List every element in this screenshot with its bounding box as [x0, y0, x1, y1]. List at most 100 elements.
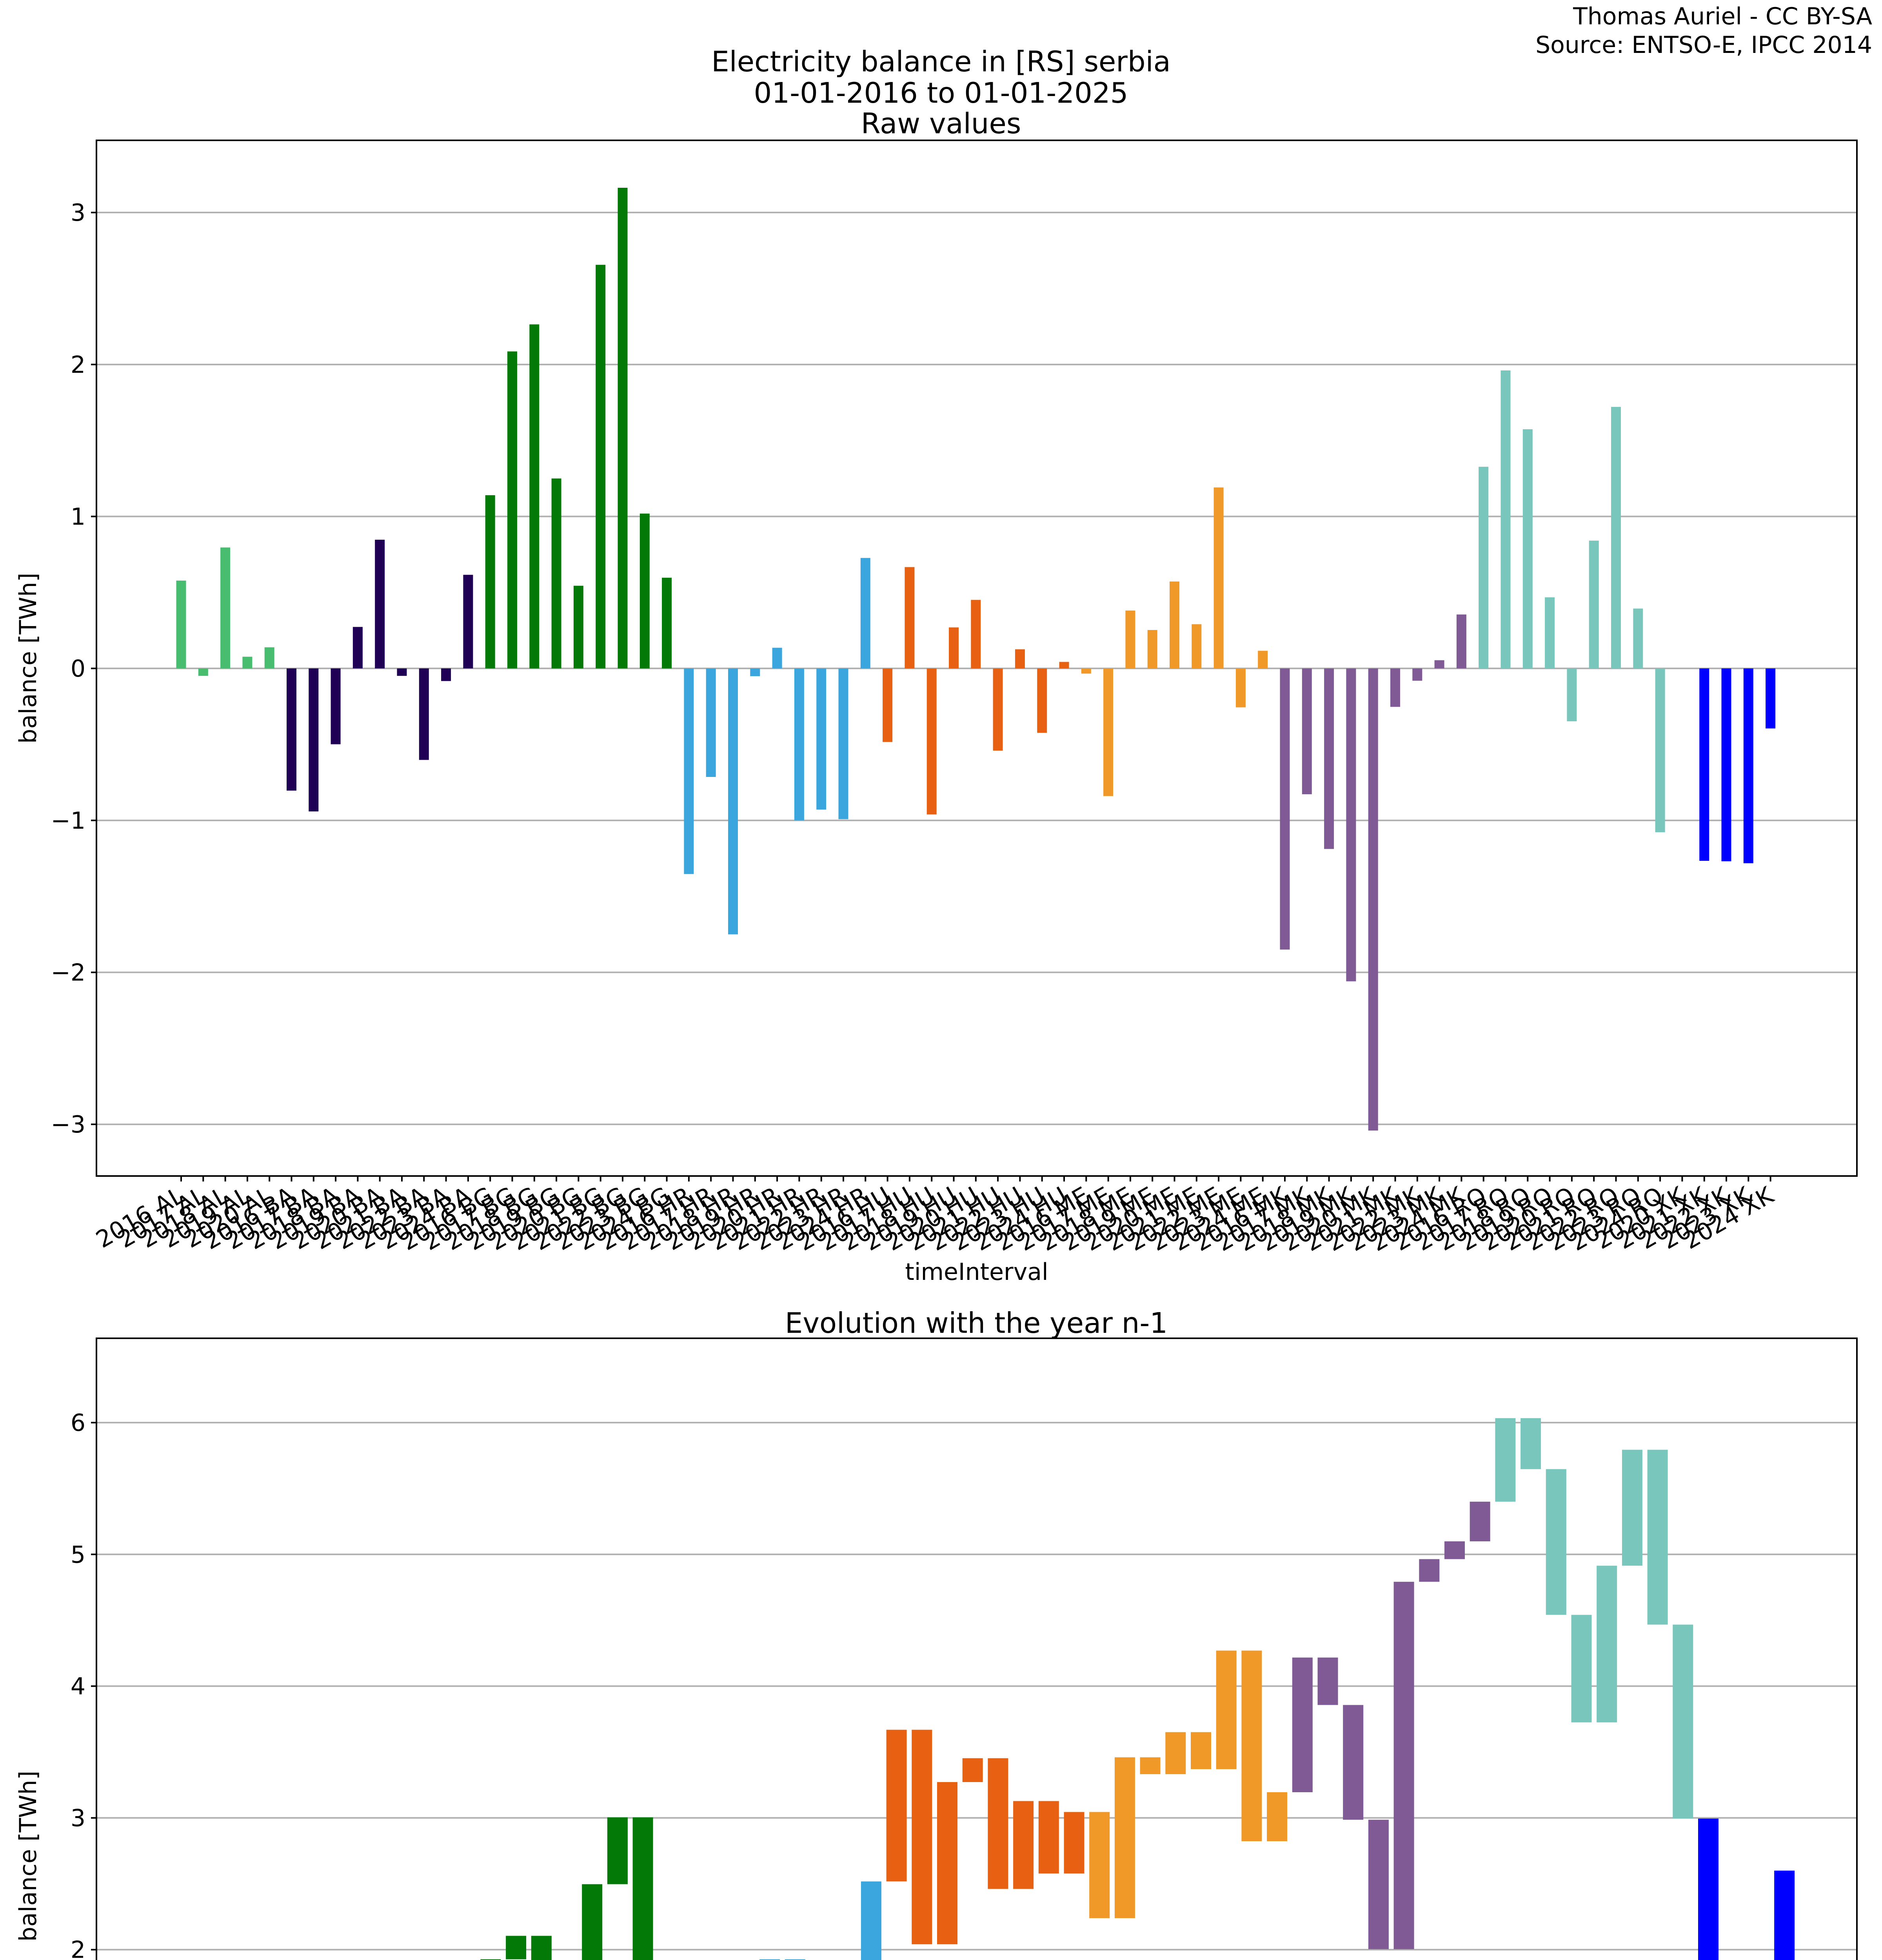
waterfall-bar-2023-hu [1038, 1801, 1059, 1874]
credit-author: Thomas Auriel - CC BY-SA [1573, 3, 1872, 30]
waterfall-bar-2022-bg [607, 1817, 628, 1884]
bar-2023-bg [639, 514, 650, 669]
bar-2023-ba [441, 668, 451, 681]
bar-2019-hu [949, 627, 959, 669]
bar-2022-xk [1721, 668, 1731, 862]
bar-2023-ro [1633, 608, 1643, 669]
bar-2017-me [1103, 668, 1114, 796]
top-bars [176, 187, 1776, 1131]
waterfall-bar-2019-hu [937, 1782, 957, 1944]
waterfall-bar-2022-mk [1419, 1559, 1440, 1582]
y-tick-label: 3 [71, 1805, 85, 1832]
waterfall-bar-2017-me [1089, 1812, 1110, 1918]
waterfall-bar-2018-mk [1317, 1657, 1338, 1705]
bar-2021-me [1192, 624, 1202, 669]
waterfall-bar-2017-hu [886, 1730, 907, 1882]
waterfall-bar-2017-bg [480, 1959, 501, 1960]
y-tick-label: 5 [71, 1541, 85, 1568]
bar-2017-mk [1302, 668, 1312, 795]
waterfall-bar-2023-ro [1647, 1450, 1668, 1625]
bar-2023-xk [1743, 668, 1753, 864]
y-tick-label: −3 [51, 1111, 85, 1138]
bar-2017-hr [706, 668, 716, 777]
bar-2024-hr [860, 558, 870, 669]
bar-2023-hr [838, 668, 848, 819]
y-tick-label: −1 [51, 807, 85, 835]
waterfall-bar-2021-bg [582, 1884, 603, 1960]
top-gridlines [96, 212, 1857, 1125]
bar-2024-hu [1059, 662, 1069, 669]
bar-2023-me [1235, 668, 1246, 708]
y-tick-label: 2 [71, 1936, 85, 1960]
waterfall-bar-2019-bg [531, 1936, 552, 1960]
waterfall-bar-2021-xk [1698, 1818, 1719, 1960]
bar-2022-hr [816, 668, 827, 810]
chart-title-line2: 01-01-2016 to 01-01-2025 [754, 76, 1128, 109]
waterfall-bar-2022-ro [1622, 1450, 1642, 1566]
bottom-axes-frame [96, 1338, 1858, 1960]
bar-2019-bg [551, 478, 561, 669]
chart-title-line3: Raw values [861, 107, 1021, 140]
waterfall-bar-2023-mk [1444, 1541, 1465, 1559]
waterfall-bar-2020-ro [1571, 1615, 1592, 1722]
bar-2022-ro [1611, 407, 1621, 669]
bar-2017-ro [1501, 370, 1511, 669]
waterfall-bar-2019-ro [1546, 1469, 1566, 1615]
waterfall-bar-2018-me [1114, 1757, 1135, 1918]
evolution-chart: Evolution with the year n-1 −10123456 20… [15, 1307, 1858, 1960]
bar-2018-ro [1522, 429, 1533, 669]
waterfall-bar-2020-me [1165, 1732, 1186, 1774]
waterfall-bar-2024-me [1267, 1792, 1288, 1842]
waterfall-bar-2024-hu [1064, 1812, 1085, 1874]
bar-2018-hr [728, 668, 738, 935]
bottom-y-axis-label: balance [TWh] [15, 1771, 42, 1942]
bar-2016-al [176, 581, 186, 669]
bar-2022-ba [419, 668, 429, 760]
bar-2020-hu [971, 600, 981, 669]
waterfall-bar-2019-me [1140, 1757, 1161, 1774]
bar-2016-hr [684, 668, 694, 874]
waterfall-bar-2024-hr [861, 1881, 881, 1960]
bar-2020-ro [1567, 668, 1577, 722]
top-y-axis-label: balance [TWh] [15, 573, 42, 744]
bar-2017-ba [309, 668, 319, 811]
bar-2018-al [220, 547, 231, 669]
bar-2020-me [1170, 581, 1179, 669]
bar-2023-mk [1434, 660, 1444, 669]
bar-2023-hu [1037, 668, 1047, 733]
bar-2019-hr [750, 668, 760, 676]
bottom-chart-title: Evolution with the year n-1 [785, 1307, 1168, 1339]
bar-2018-ba [331, 668, 341, 744]
waterfall-bar-2022-hu [1013, 1801, 1034, 1889]
bar-2019-ro [1545, 597, 1555, 669]
bar-2020-ba [375, 539, 385, 669]
bar-2016-mk [1280, 668, 1290, 950]
waterfall-bar-2021-mk [1393, 1582, 1414, 1949]
bar-2021-xk [1699, 668, 1709, 861]
bar-2019-al [242, 657, 253, 669]
bar-2018-me [1125, 610, 1135, 669]
y-tick-label: 1 [71, 503, 85, 530]
waterfall-bar-2018-ro [1520, 1418, 1541, 1469]
bar-2020-al [264, 647, 274, 669]
bar-2021-bg [596, 265, 606, 669]
bottom-gridlines [96, 1422, 1857, 1951]
waterfall-bar-2018-bg [506, 1936, 527, 1960]
waterfall-bar-2017-ro [1495, 1418, 1516, 1502]
bar-2024-me [1258, 651, 1268, 669]
bar-2019-me [1147, 630, 1157, 669]
waterfall-bar-2023-me [1241, 1650, 1262, 1842]
y-tick-label: 2 [71, 351, 85, 379]
y-tick-label: 4 [71, 1673, 85, 1700]
top-x-axis-label: timeInterval [905, 1258, 1048, 1286]
bar-2016-bg [485, 495, 495, 669]
waterfall-bar-2023-bg [632, 1817, 653, 1960]
top-y-ticks: −3 −2 −1 0 1 2 3 [51, 199, 96, 1138]
waterfall-bar-2022-me [1216, 1650, 1237, 1769]
bar-2016-me [1081, 668, 1091, 674]
bar-2018-bg [529, 324, 540, 669]
bar-2022-mk [1412, 668, 1422, 681]
bar-2020-hr [772, 648, 782, 669]
